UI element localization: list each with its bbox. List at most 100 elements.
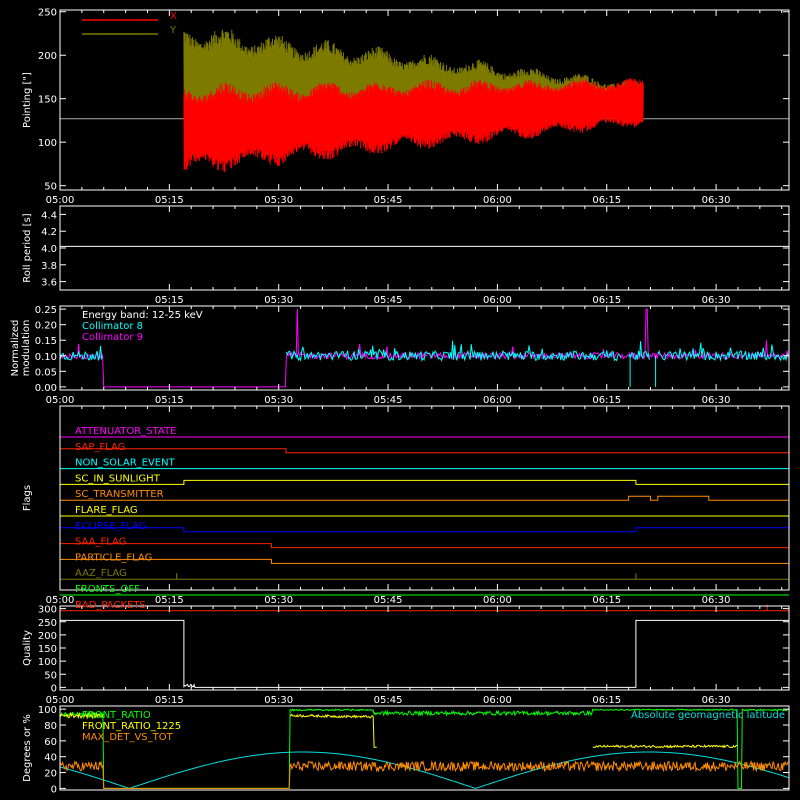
flag-label: SC_TRANSMITTER xyxy=(75,489,164,500)
y-tick-label: 80 xyxy=(44,721,57,732)
x-tick-label: 05:00 xyxy=(46,695,75,706)
y-tick-label: 3.8 xyxy=(41,261,57,272)
geomag-annotation: Absolute geomagnetic latitude xyxy=(631,710,785,721)
flag-label: ATTENUATOR_STATE xyxy=(75,426,176,437)
x-tick-label: 05:15 xyxy=(155,295,184,306)
panel-frame xyxy=(59,705,790,791)
y-tick-label: 250 xyxy=(38,8,57,19)
y-tick-label: 200 xyxy=(38,51,57,62)
flag-label: FLARE_FLAG xyxy=(75,505,138,516)
flag-label: AAZ_FLAG xyxy=(75,568,127,579)
collimator-8-line xyxy=(657,342,789,362)
flag-label: SAP_FLAG xyxy=(75,442,125,453)
legend-label: MAX_DET_VS_TOT xyxy=(82,732,174,743)
flag-label: BAD_PACKETS xyxy=(75,600,146,611)
legend-label: FRONT_RATIO xyxy=(82,710,151,721)
flag-line-sc_in_sunlight xyxy=(60,479,789,485)
legend-label: Collimator 8 xyxy=(82,321,143,332)
y-axis-label: Flags xyxy=(22,485,33,511)
y-tick-label: 0.00 xyxy=(35,383,57,394)
flag-label: PARTICLE_FLAG xyxy=(75,552,152,563)
y-tick-label: 4.2 xyxy=(41,227,57,238)
flag-label: FRONTS_OFF xyxy=(75,584,140,595)
flag-line-eclipse_flag xyxy=(60,527,789,533)
x-tick-label: 06:15 xyxy=(592,295,621,306)
panel-frame xyxy=(59,9,790,191)
x-tick-label: 06:30 xyxy=(702,195,731,206)
geomag-latitude-line xyxy=(59,751,790,789)
front-ratio-1225-line xyxy=(290,713,377,748)
x-tick-label: 05:00 xyxy=(46,595,75,606)
y-axis-label-part: Normalized xyxy=(10,320,21,377)
x-tick-label: 05:45 xyxy=(374,595,403,606)
y-tick-label: 250 xyxy=(38,618,57,629)
x-tick-label: 05:30 xyxy=(264,695,293,706)
x-tick-label: 05:30 xyxy=(264,295,293,306)
x-tick-label: 05:45 xyxy=(374,295,403,306)
x-tick-label: 06:15 xyxy=(592,195,621,206)
y-tick-label: 0.15 xyxy=(35,336,57,347)
y-tick-label: 3.6 xyxy=(41,278,57,289)
x-tick-label: 05:15 xyxy=(155,195,184,206)
y-tick-label: 0 xyxy=(51,784,57,795)
flag-label: SC_IN_SUNLIGHT xyxy=(75,473,161,484)
x-tick-label: 06:30 xyxy=(702,695,731,706)
y-tick-label: 0.20 xyxy=(35,321,57,332)
front-ratio-1225-line xyxy=(592,744,738,749)
flag-label: SAA_FLAG xyxy=(75,537,126,548)
y-tick-label: 60 xyxy=(44,737,57,748)
x-tick-label: 05:30 xyxy=(264,395,293,406)
flag-label: ECLIPSE_FLAG xyxy=(75,521,146,532)
collimator-8-line xyxy=(628,341,650,361)
x-tick-label: 05:30 xyxy=(264,195,293,206)
collimator-8-line xyxy=(285,340,622,362)
y-axis-label: Quality xyxy=(22,630,33,666)
x-tick-label: 05:45 xyxy=(374,695,403,706)
x-tick-label: 06:00 xyxy=(483,395,512,406)
x-tick-label: 06:15 xyxy=(592,395,621,406)
y-tick-label: 0.10 xyxy=(35,352,57,363)
x-tick-label: 06:15 xyxy=(592,595,621,606)
y-tick-label: 0.25 xyxy=(35,305,57,316)
y-axis-label: Roll period [s] xyxy=(22,213,33,282)
x-tick-label: 06:30 xyxy=(702,295,731,306)
y-tick-label: 100 xyxy=(38,705,57,716)
series-x-line xyxy=(183,78,644,173)
y-tick-label: 50 xyxy=(44,182,57,193)
x-tick-label: 06:00 xyxy=(483,695,512,706)
x-tick-label: 05:00 xyxy=(46,195,75,206)
flag-line-saa_flag xyxy=(60,543,789,549)
y-axis-label-part: modulation xyxy=(21,320,32,377)
y-tick-label: 300 xyxy=(38,605,57,616)
x-tick-label: 05:45 xyxy=(374,395,403,406)
y-axis-label: Degrees or % xyxy=(22,714,33,782)
x-tick-label: 05:15 xyxy=(155,595,184,606)
front-ratio-1225-line xyxy=(59,711,104,720)
flag-line-sap_flag xyxy=(60,448,789,454)
x-tick-label: 05:45 xyxy=(374,195,403,206)
flag-label: NON_SOLAR_EVENT xyxy=(75,458,176,469)
x-tick-label: 06:00 xyxy=(483,595,512,606)
x-tick-label: 06:00 xyxy=(483,295,512,306)
max-det-vs-tot-line xyxy=(59,759,789,789)
y-tick-label: 0.05 xyxy=(35,367,57,378)
y-tick-label: 20 xyxy=(44,769,57,780)
collimator-9-line xyxy=(59,308,789,388)
x-tick-label: 06:30 xyxy=(702,395,731,406)
flag-line-particle_flag xyxy=(60,558,789,564)
y-tick-label: 100 xyxy=(38,138,57,149)
x-tick-label: 06:30 xyxy=(702,595,731,606)
flag-line-sc_transmitter xyxy=(60,495,789,501)
legend-label: Collimator 9 xyxy=(82,332,143,343)
y-tick-label: 200 xyxy=(38,631,57,642)
legend-label: Energy band: 12-25 keV xyxy=(82,310,203,321)
x-tick-label: 05:30 xyxy=(264,595,293,606)
x-tick-label: 06:15 xyxy=(592,695,621,706)
legend-label-x: X xyxy=(170,11,177,22)
y-axis-label: Pointing ["] xyxy=(22,72,33,128)
y-tick-label: 40 xyxy=(44,753,57,764)
panel-frame xyxy=(59,305,790,391)
y-tick-label: 0 xyxy=(51,683,57,694)
legend-label: FRONT_RATIO_1225 xyxy=(82,721,181,732)
